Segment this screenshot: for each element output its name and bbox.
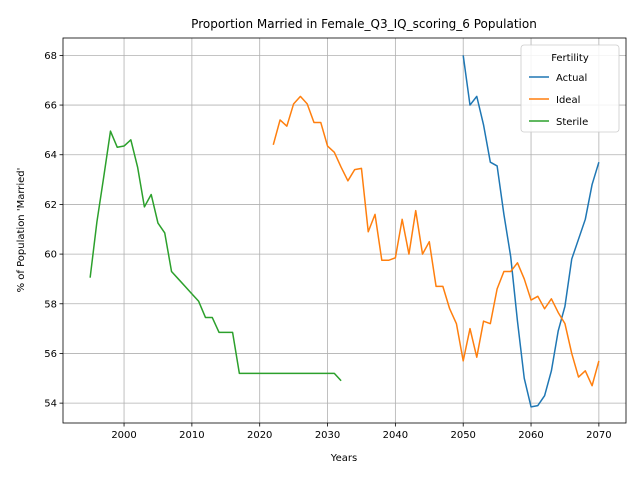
x-tick-label: 2000: [111, 430, 136, 441]
y-tick-label: 64: [44, 150, 57, 161]
x-tick-label: 2020: [247, 430, 272, 441]
y-tick-label: 56: [44, 349, 57, 360]
legend-label-ideal: Ideal: [556, 95, 580, 106]
legend-box: [520, 44, 620, 133]
x-tick-label: 2030: [315, 430, 340, 441]
axis-ticks: 2000 2010 2020 2030 2040 2050 2060 2070 54 56 58 60…: [44, 51, 611, 441]
legend-title: Fertility: [551, 53, 589, 64]
x-axis-label: Years: [330, 453, 357, 464]
legend: Fertility Actual Ideal Sterile: [520, 44, 620, 133]
y-tick-label: 54: [44, 399, 57, 410]
x-tick-label: 2040: [383, 430, 408, 441]
legend-label-sterile: Sterile: [556, 117, 588, 128]
y-tick-label: 58: [44, 299, 57, 310]
y-tick-label: 62: [44, 200, 57, 211]
y-tick-label: 60: [44, 250, 57, 261]
x-tick-label: 2050: [450, 430, 475, 441]
series-line-actual: [462, 55, 600, 408]
series-line-ideal: [272, 95, 600, 387]
x-tick-label: 2010: [179, 430, 204, 441]
series-lines: [89, 55, 600, 408]
chart-title: Proportion Married in Female_Q3_IQ_scori…: [191, 17, 537, 31]
y-tick-label: 66: [44, 101, 57, 112]
series-line-sterile: [89, 130, 342, 382]
y-tick-label: 68: [44, 51, 57, 62]
plot-frame: [62, 37, 627, 424]
legend-label-actual: Actual: [556, 73, 587, 84]
y-axis-label: % of Population 'Married': [16, 168, 27, 293]
x-tick-label: 2070: [586, 430, 611, 441]
x-tick-label: 2060: [518, 430, 543, 441]
